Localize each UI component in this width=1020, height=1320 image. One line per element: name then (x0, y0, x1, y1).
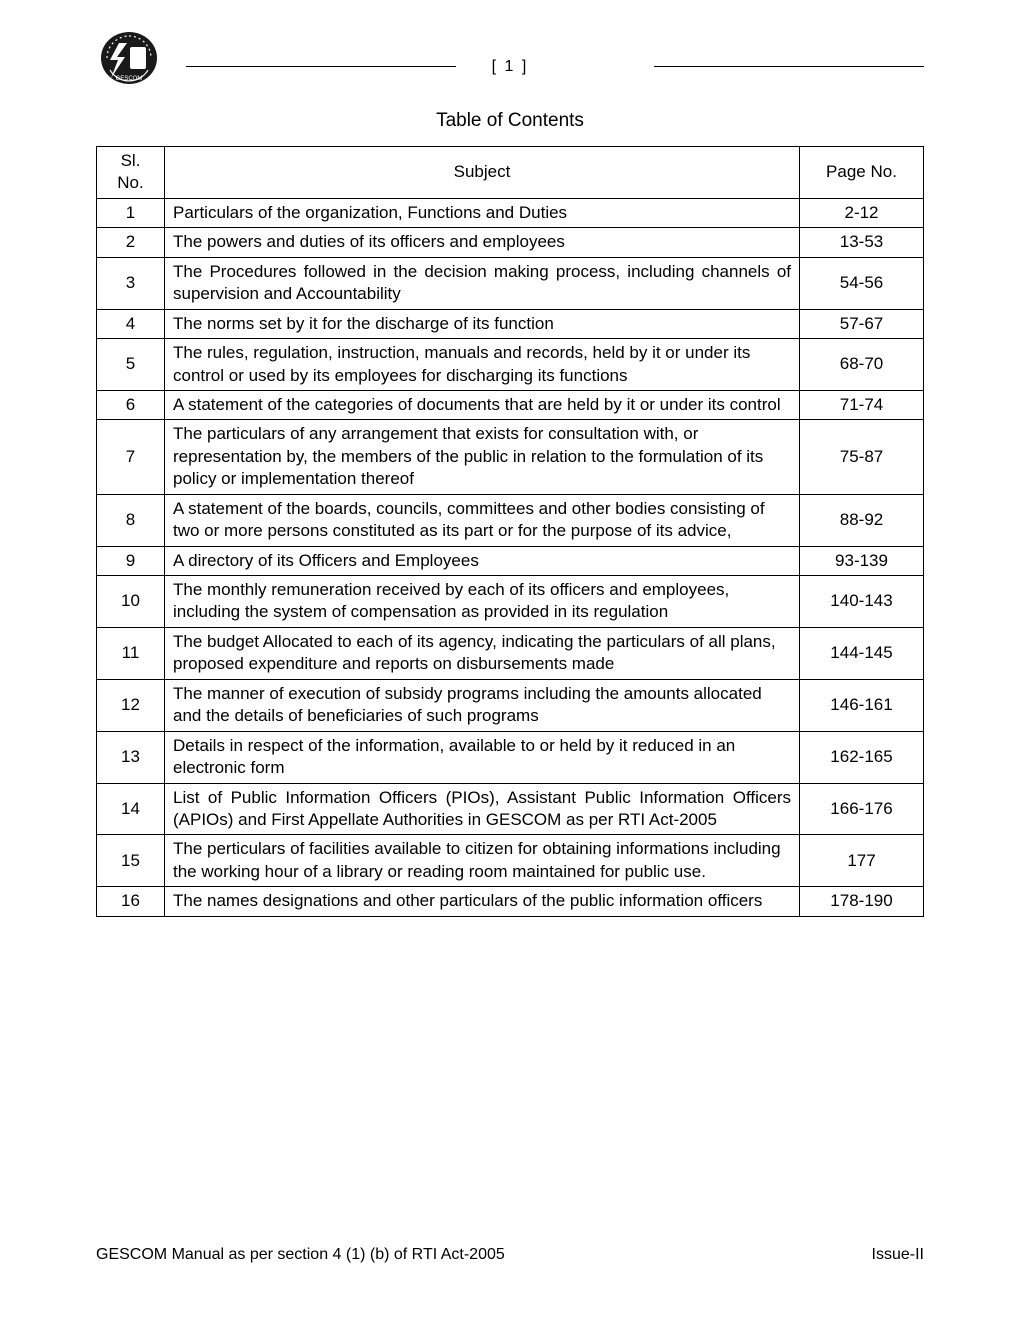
th-subject: Subject (165, 147, 800, 199)
page-title: Table of Contents (96, 110, 924, 132)
cell-page: 71-74 (800, 390, 924, 419)
page-footer: GESCOM Manual as per section 4 (1) (b) o… (96, 1246, 924, 1264)
cell-subject: The norms set by it for the discharge of… (165, 309, 800, 338)
cell-sl: 2 (97, 228, 165, 257)
cell-subject: The Procedures followed in the decision … (165, 257, 800, 309)
cell-subject: The perticulars of facilities available … (165, 835, 800, 887)
table-row: 8A statement of the boards, councils, co… (97, 494, 924, 546)
cell-page: 178-190 (800, 887, 924, 916)
cell-page: 13-53 (800, 228, 924, 257)
table-row: 5The rules, regulation, instruction, man… (97, 339, 924, 391)
cell-sl: 13 (97, 731, 165, 783)
cell-sl: 12 (97, 679, 165, 731)
cell-page: 2-12 (800, 198, 924, 227)
th-sl: Sl. No. (97, 147, 165, 199)
page-number: [ 1 ] (492, 58, 529, 76)
cell-sl: 5 (97, 339, 165, 391)
cell-subject: The rules, regulation, instruction, manu… (165, 339, 800, 391)
cell-page: 75-87 (800, 420, 924, 494)
cell-page: 166-176 (800, 783, 924, 835)
table-row: 4The norms set by it for the discharge o… (97, 309, 924, 338)
cell-page: 57-67 (800, 309, 924, 338)
cell-sl: 16 (97, 887, 165, 916)
table-row: 6A statement of the categories of docume… (97, 390, 924, 419)
table-row: 15The perticulars of facilities availabl… (97, 835, 924, 887)
cell-page: 68-70 (800, 339, 924, 391)
cell-sl: 1 (97, 198, 165, 227)
table-row: 11The budget Allocated to each of its ag… (97, 627, 924, 679)
cell-subject: The manner of execution of subsidy progr… (165, 679, 800, 731)
cell-page: 177 (800, 835, 924, 887)
cell-sl: 8 (97, 494, 165, 546)
table-row: 3The Procedures followed in the decision… (97, 257, 924, 309)
table-row: 14List of Public Information Officers (P… (97, 783, 924, 835)
header-rule-left (186, 66, 456, 67)
cell-page: 146-161 (800, 679, 924, 731)
cell-sl: 3 (97, 257, 165, 309)
table-row: 9A directory of its Officers and Employe… (97, 546, 924, 575)
cell-page: 88-92 (800, 494, 924, 546)
cell-subject: Particulars of the organization, Functio… (165, 198, 800, 227)
footer-left: GESCOM Manual as per section 4 (1) (b) o… (96, 1246, 505, 1264)
cell-subject: Details in respect of the information, a… (165, 731, 800, 783)
table-row: 7The particulars of any arrangement that… (97, 420, 924, 494)
cell-subject: The powers and duties of its officers an… (165, 228, 800, 257)
toc-header-row: Sl. No. Subject Page No. (97, 147, 924, 199)
table-row: 13Details in respect of the information,… (97, 731, 924, 783)
cell-page: 144-145 (800, 627, 924, 679)
cell-subject: The budget Allocated to each of its agen… (165, 627, 800, 679)
cell-subject: The particulars of any arrangement that … (165, 420, 800, 494)
cell-sl: 7 (97, 420, 165, 494)
header-rule-right (654, 66, 924, 67)
table-row: 10The monthly remuneration received by e… (97, 576, 924, 628)
cell-subject: List of Public Information Officers (PIO… (165, 783, 800, 835)
cell-subject: The names designations and other particu… (165, 887, 800, 916)
cell-subject: A statement of the boards, councils, com… (165, 494, 800, 546)
gescom-logo-icon: GESCOM (96, 30, 162, 90)
page-header: GESCOM [ 1 ] (96, 36, 924, 96)
table-row: 12The manner of execution of subsidy pro… (97, 679, 924, 731)
cell-page: 54-56 (800, 257, 924, 309)
table-row: 16The names designations and other parti… (97, 887, 924, 916)
cell-sl: 4 (97, 309, 165, 338)
cell-page: 162-165 (800, 731, 924, 783)
footer-right: Issue-II (872, 1246, 924, 1264)
cell-page: 140-143 (800, 576, 924, 628)
th-page: Page No. (800, 147, 924, 199)
table-row: 2The powers and duties of its officers a… (97, 228, 924, 257)
table-row: 1Particulars of the organization, Functi… (97, 198, 924, 227)
cell-sl: 10 (97, 576, 165, 628)
cell-subject: A directory of its Officers and Employee… (165, 546, 800, 575)
cell-sl: 6 (97, 390, 165, 419)
cell-sl: 15 (97, 835, 165, 887)
cell-sl: 9 (97, 546, 165, 575)
svg-text:GESCOM: GESCOM (116, 76, 143, 82)
toc-table: Sl. No. Subject Page No. 1Particulars of… (96, 146, 924, 917)
cell-subject: The monthly remuneration received by eac… (165, 576, 800, 628)
cell-page: 93-139 (800, 546, 924, 575)
cell-sl: 11 (97, 627, 165, 679)
cell-sl: 14 (97, 783, 165, 835)
cell-subject: A statement of the categories of documen… (165, 390, 800, 419)
